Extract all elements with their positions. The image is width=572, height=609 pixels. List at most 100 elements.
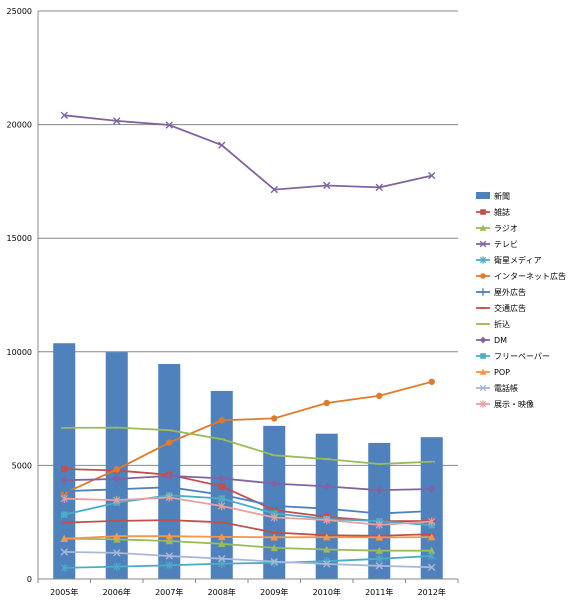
y-tick-label: 0 <box>27 575 32 584</box>
legend-entry: インターネット広告 <box>476 271 566 281</box>
series-path <box>64 519 432 537</box>
legend-label: テレビ <box>494 240 518 249</box>
series-line <box>61 378 435 497</box>
data-point <box>375 509 384 518</box>
series-line <box>60 472 436 494</box>
data-point <box>270 185 278 194</box>
data-point <box>60 534 69 542</box>
data-point <box>165 561 173 570</box>
series-line <box>60 532 436 542</box>
legend-label: 折込 <box>494 319 510 329</box>
legend-label: 交通広告 <box>494 303 526 313</box>
legend-entry: 展示・映像 <box>476 399 534 409</box>
data-point <box>322 482 331 491</box>
y-tick-label: 25000 <box>7 7 32 16</box>
data-point <box>428 551 436 561</box>
data-point <box>271 415 278 422</box>
bars <box>53 343 443 579</box>
data-point <box>322 533 331 541</box>
data-point <box>60 563 68 573</box>
data-point <box>165 121 173 129</box>
series-path <box>64 535 432 540</box>
data-point <box>61 511 68 518</box>
legend-entry: 新聞 <box>476 191 510 201</box>
data-point <box>112 475 121 483</box>
data-point <box>218 555 226 563</box>
data-point <box>270 557 278 566</box>
legend-marker <box>479 384 487 392</box>
data-point <box>375 486 384 494</box>
x-tick-label: 2010年 <box>313 587 341 597</box>
data-point <box>218 501 226 511</box>
data-point <box>322 504 331 513</box>
y-tick-label: 20000 <box>7 121 32 130</box>
data-point <box>322 545 331 553</box>
legend-marker <box>479 336 487 344</box>
x-tick-label: 2006年 <box>103 587 131 597</box>
x-tick-label: 2007年 <box>155 587 183 597</box>
legend-entry: 屋外広告 <box>476 287 526 297</box>
x-tick-label: 2011年 <box>365 587 393 597</box>
data-point <box>165 537 174 545</box>
data-point <box>218 417 225 424</box>
data-point <box>270 479 279 488</box>
data-point <box>427 533 436 541</box>
series-line <box>60 548 436 572</box>
axes: 0 5000 10000 15000 20000 25000 2005年 2006年 2007年… <box>7 7 459 597</box>
legend-marker <box>479 224 487 231</box>
legend-label: DM <box>494 336 507 345</box>
data-point <box>427 506 436 516</box>
legend-marker <box>480 273 486 279</box>
legend-entry: POP <box>476 368 510 377</box>
legend-label: 展示・映像 <box>494 399 534 409</box>
data-point <box>270 501 279 511</box>
series-line <box>61 426 435 465</box>
y-tick-label: 10000 <box>7 348 32 357</box>
data-point <box>60 111 68 119</box>
data-point <box>375 562 383 570</box>
data-point <box>113 562 121 571</box>
data-point <box>113 549 121 557</box>
data-point <box>60 494 68 503</box>
legend-label: 雑誌 <box>494 207 510 217</box>
data-point <box>60 548 68 556</box>
legend-entry: フリーペーパー <box>476 352 550 361</box>
data-point <box>428 563 436 572</box>
data-point <box>165 482 174 492</box>
legend-entry: ラジオ <box>476 224 518 233</box>
series-path <box>64 555 432 569</box>
series-path <box>64 486 432 515</box>
lines <box>60 111 436 573</box>
data-point <box>270 533 279 541</box>
data-point <box>375 520 383 530</box>
legend-label: フリーペーパー <box>494 352 550 361</box>
legend-label: 電話帳 <box>494 383 518 393</box>
legend-label: POP <box>494 368 510 377</box>
data-point <box>165 552 173 560</box>
legend-label: 新聞 <box>494 191 510 201</box>
legend-marker <box>479 240 487 248</box>
data-point <box>375 546 384 554</box>
series-line <box>60 551 436 573</box>
series-path <box>64 551 432 569</box>
data-point <box>217 533 226 541</box>
data-point <box>376 392 383 400</box>
data-point <box>323 399 330 407</box>
y-tick-label: 15000 <box>7 234 32 243</box>
data-point <box>165 493 173 502</box>
legend-entry: 雑誌 <box>476 207 510 217</box>
data-point <box>113 466 120 473</box>
series-path <box>64 494 432 527</box>
data-point <box>166 439 173 446</box>
legend-entry: 衛星メディア <box>476 255 541 265</box>
data-point <box>375 554 383 563</box>
data-point <box>323 515 331 525</box>
data-point <box>217 540 226 548</box>
data-point <box>375 183 383 192</box>
bar <box>53 343 76 579</box>
legend-marker <box>479 288 487 296</box>
series-path <box>64 537 432 552</box>
legend-label: インターネット広告 <box>494 271 566 281</box>
data-point <box>375 533 384 541</box>
